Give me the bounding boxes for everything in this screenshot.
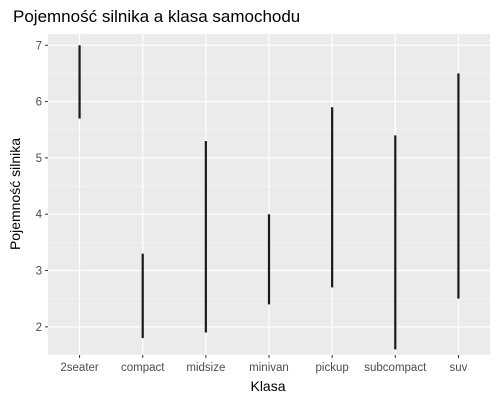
x-tick-label: pickup bbox=[316, 362, 349, 374]
y-axis-title: Pojemność silnika bbox=[7, 138, 23, 250]
x-tick-label: 2seater bbox=[60, 362, 99, 374]
x-tick-label: minivan bbox=[249, 362, 289, 374]
y-tick-label: 3 bbox=[36, 266, 42, 278]
y-tick-label: 5 bbox=[36, 153, 42, 165]
y-tick-label: 6 bbox=[36, 97, 42, 109]
x-tick-label: subcompact bbox=[364, 362, 427, 374]
x-tick-label: midsize bbox=[186, 362, 225, 374]
y-axis: 2 3 4 5 6 7 bbox=[36, 40, 48, 334]
chart-title: Pojemność silnika a klasa samochodu bbox=[13, 7, 300, 26]
range-segments bbox=[78, 45, 460, 350]
y-tick-label: 4 bbox=[36, 209, 43, 221]
x-axis-title: Klasa bbox=[250, 378, 285, 394]
y-tick-label: 2 bbox=[36, 322, 42, 334]
x-tick-label: suv bbox=[449, 362, 467, 374]
y-tick-label: 7 bbox=[36, 40, 42, 52]
x-tick-label: compact bbox=[121, 362, 165, 374]
x-axis: 2seater compact midsize minivan pickup subcom… bbox=[60, 355, 468, 374]
